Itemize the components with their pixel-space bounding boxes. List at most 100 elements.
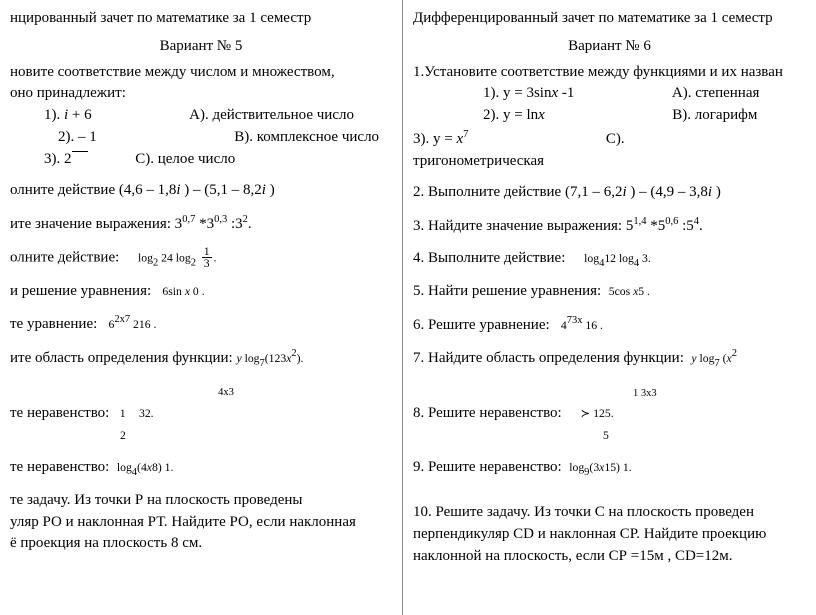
left-title: нцированный зачет по математике за 1 сем… (10, 8, 392, 30)
t: ( (720, 352, 727, 365)
t: 4. Выполните действие: (413, 250, 565, 266)
t: + 6 (68, 107, 91, 123)
q4: олните действие: log2 24 log2 13. (10, 246, 392, 271)
q1-line3: 3). у = х7 С). (413, 127, 806, 151)
t: 73x (567, 315, 583, 326)
q1-line2: 2). у = lnх В). логарифм (413, 105, 806, 127)
t: 5cos (609, 285, 633, 298)
t: 1). у = 3sin (483, 85, 551, 101)
t: *5 (646, 218, 665, 234)
q10: 10. Решите задачу. Из точки С на плоскос… (413, 502, 806, 567)
t: log (138, 251, 153, 264)
ans: В). логарифм (672, 107, 757, 123)
t: ) – (4,9 – 3,8 (627, 184, 708, 200)
t: 3). у = (413, 131, 456, 147)
t: 2. Выполните действие (7,1 – 6,2 (413, 184, 622, 200)
left-column: нцированный зачет по математике за 1 сем… (0, 0, 403, 615)
t: те уравнение: (10, 316, 97, 332)
t: 2x7 (114, 314, 130, 325)
right-title: Дифференцированный зачет по математике з… (413, 8, 806, 30)
s: 2x7 (114, 314, 130, 325)
q1-line1: 1). у = 3sinх -1 А). степенная (413, 83, 806, 105)
q1-trig: тригонометрическая (413, 151, 806, 173)
ans: С). целое число (135, 151, 235, 167)
t: :5 (678, 218, 693, 234)
x: х (538, 107, 545, 123)
q7: ите область определения функции: y log7(… (10, 346, 392, 371)
s: 1,4 (633, 216, 646, 227)
t: log (117, 461, 132, 474)
q8-den: 5 (413, 425, 806, 447)
t: 125. (590, 407, 613, 420)
t: 15) 1. (604, 461, 631, 474)
t: 4x3 (218, 387, 234, 398)
t: 1 3x3 (633, 388, 657, 399)
s: 2 (191, 257, 196, 268)
t: 1). (44, 107, 64, 123)
t: . (699, 218, 703, 234)
t: 6sin (162, 285, 184, 298)
q8: 8. Решите неравенство: ≻ 125. (413, 403, 806, 425)
q6: те уравнение: 62x7 216 . (10, 312, 392, 336)
t: log (569, 461, 584, 474)
right-variant: Вариант № 6 (413, 36, 806, 58)
t: 0 . (190, 285, 205, 298)
ans: А). действительное число (189, 107, 354, 123)
q8-exp: 4x3 (10, 381, 392, 403)
q3: ите значение выражения: 30,7 *30,3 :32. (10, 212, 392, 236)
t: 3). 2 (44, 151, 72, 167)
s: 7 (463, 129, 468, 140)
q1: 1.Установите соответствие между функциям… (413, 62, 806, 127)
q6: 6. Решите уравнение: 473x 16 . (413, 313, 806, 337)
q1-line1: 1). i + 6 А). действительное число (10, 105, 392, 127)
q4: 4. Выполните действие: log412 log4 3. (413, 248, 806, 271)
t: олните действие: (10, 249, 119, 265)
t: ). (297, 352, 304, 365)
s: 0,6 (665, 216, 678, 227)
q8: те неравенство: 1 32. 2 (10, 403, 392, 447)
ans: А). степенная (672, 85, 760, 101)
q1-intro: 1.Установите соответствие между функциям… (413, 62, 806, 84)
q2: 2. Выполните действие (7,1 – 6,2i ) – (4… (413, 182, 806, 204)
t: log (176, 251, 191, 264)
q10: те задачу. Из точки Р на плоскость прове… (10, 490, 392, 555)
t: 8. Решите неравенство: (413, 405, 562, 421)
s: 0,7 (182, 214, 195, 225)
t: log (584, 252, 599, 265)
t: 3. (639, 252, 651, 265)
q2: олните действие (4,6 – 1,8i ) – (5,1 – 8… (10, 180, 392, 202)
t: ите область определения функции: (10, 350, 233, 366)
t: 1 (117, 407, 129, 420)
right-column: Дифференцированный зачет по математике з… (403, 0, 816, 615)
t: 8) 1. (152, 461, 173, 474)
t: (123 (265, 352, 286, 365)
t: 16 . (583, 319, 603, 332)
q1: новите соответствие между числом и множе… (10, 62, 392, 171)
s: 2 (732, 348, 737, 359)
t: log (242, 352, 260, 365)
t: :3 (227, 216, 242, 232)
t: log (697, 352, 715, 365)
frac: 13 (202, 246, 212, 270)
t: ) (266, 182, 275, 198)
t: -1 (558, 85, 574, 101)
t: 12 log (604, 252, 634, 265)
t: 32. (136, 407, 154, 420)
t: 24 (158, 251, 176, 264)
q9: 9. Решите неравенство: log9(3x15) 1. (413, 457, 806, 480)
t: и решение уравнения: (10, 283, 151, 299)
t: 216 . (130, 318, 156, 331)
t: те неравенство: (10, 459, 109, 475)
q5: и решение уравнения: 6sin x 0 . (10, 281, 392, 303)
ans: В). комплексное число (234, 129, 379, 145)
t: . (214, 251, 217, 264)
t: олните действие (4,6 – 1,8 (10, 182, 176, 198)
sqrt-icon (72, 151, 88, 167)
ans: С). (606, 131, 625, 147)
t: 2). – 1 (58, 129, 97, 145)
page: нцированный зачет по математике за 1 сем… (0, 0, 816, 615)
t: (4 (137, 461, 147, 474)
t: 7. Найдите область определения функции: (413, 350, 684, 366)
t: ) (712, 184, 721, 200)
q7: 7. Найдите область определения функции: … (413, 346, 806, 371)
